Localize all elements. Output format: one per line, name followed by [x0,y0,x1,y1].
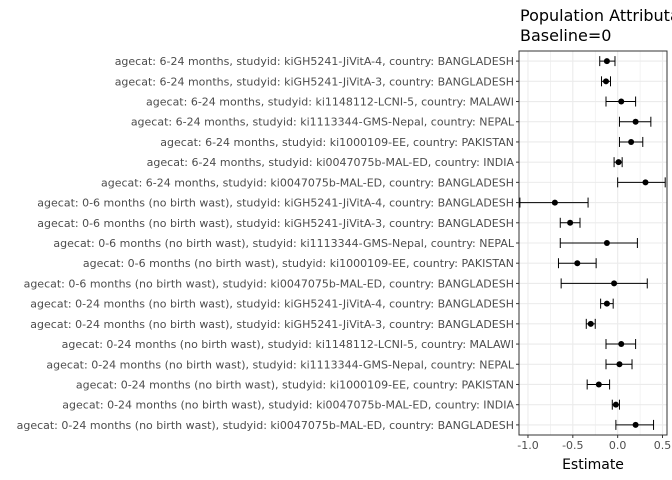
category-label: agecat: 0-6 months (no birth wast), stud… [37,217,514,230]
estimate-point [628,138,635,145]
category-label: agecat: 0-24 months (no birth wast), stu… [30,298,514,311]
category-label: agecat: 0-24 months (no birth wast), stu… [17,419,514,432]
category-label: agecat: 0-24 months (no birth wast), stu… [62,399,514,412]
category-label: agecat: 0-24 months (no birth wast), stu… [62,338,514,351]
estimate-point [587,320,594,327]
estimate-point [611,280,618,287]
category-label: agecat: 0-24 months (no birth wast), stu… [46,358,514,371]
estimate-point [551,199,558,206]
category-label: agecat: 0-24 months (no birth wast), stu… [76,378,514,391]
estimate-point [618,341,625,348]
estimate-point [603,300,610,307]
estimate-points [551,58,649,428]
x-axis-title: Estimate [562,457,624,473]
category-label: agecat: 6-24 months, studyid: ki0047075b… [101,176,514,189]
estimate-point [632,421,639,428]
category-label: agecat: 6-24 months, studyid: ki1113344-… [131,116,515,129]
x-tick-label: 0.5 [654,439,672,452]
estimate-point [615,159,622,166]
category-label: agecat: 0-6 months (no birth wast), stud… [24,277,514,290]
category-label: agecat: 6-24 months, studyid: kiGH5241-J… [115,75,514,88]
category-label: agecat: 0-6 months (no birth wast), stud… [53,237,514,250]
x-tick-label: 0.0 [609,439,627,452]
category-label: agecat: 6-24 months, studyid: kiGH5241-J… [115,55,514,68]
category-label: agecat: 0-6 months (no birth wast), stud… [37,197,514,210]
estimate-point [603,240,610,246]
estimate-point [567,219,574,226]
estimate-point [595,381,602,388]
estimate-point [642,179,649,186]
estimate-point [632,118,639,125]
estimate-point [618,98,625,105]
category-labels: agecat: 6-24 months, studyid: kiGH5241-J… [17,55,519,432]
estimate-point [603,78,610,85]
estimate-point [574,260,581,267]
estimate-point [603,58,610,65]
category-label: agecat: 0-24 months (no birth wast), stu… [30,318,514,331]
chart-title-line-1: Population Attributable [520,6,672,25]
x-tick-label: -0.5 [562,439,583,452]
category-label: agecat: 6-24 months, studyid: ki1000109-… [160,136,514,149]
x-axis: -1.0 -0.5 0.0 0.5 [517,435,671,452]
x-tick-label: -1.0 [517,439,538,452]
category-label: agecat: 6-24 months, studyid: ki0047075b… [147,156,515,169]
category-label: agecat: 0-6 months (no birth wast), stud… [83,257,514,270]
estimate-point [616,361,623,368]
chart-title-line-2: Baseline=0 [520,26,611,45]
estimate-point [612,401,619,408]
category-label: agecat: 6-24 months, studyid: ki1148112-… [146,96,514,109]
